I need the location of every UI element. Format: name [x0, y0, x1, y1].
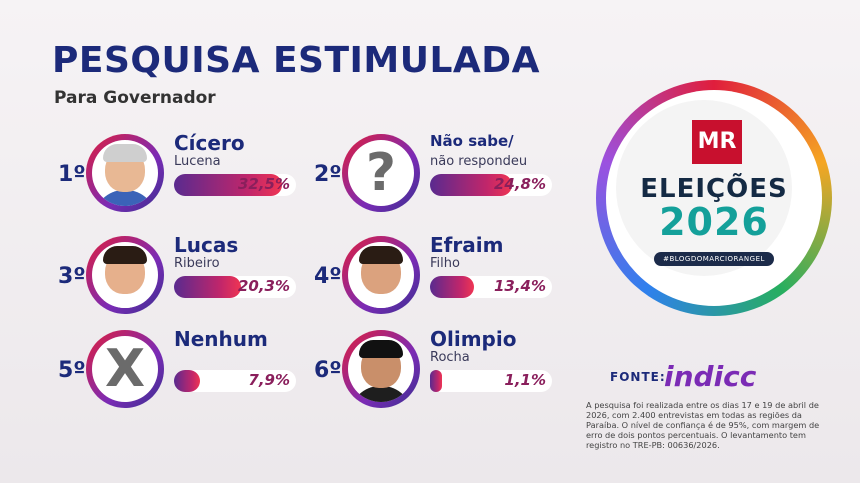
rank-label: 1º: [58, 162, 86, 187]
bar-track: 1,1%: [430, 370, 552, 392]
bar-track: 13,4%: [430, 276, 552, 298]
candidate-name: Nenhum: [174, 327, 268, 351]
source-brand-logo: indicc: [664, 360, 757, 393]
candidate-name: Olimpio: [430, 327, 517, 351]
percentage-label: 1,1%: [504, 371, 546, 389]
rank-label: 6º: [314, 358, 342, 383]
seal-hashtag: #BLOGDOMARCIORANGEL: [654, 252, 774, 266]
percentage-label: 24,8%: [493, 175, 546, 193]
candidate-avatar: [86, 236, 164, 314]
bar-fill: [174, 370, 201, 392]
candidate-surname: Filho: [430, 256, 460, 271]
rank-label: 3º: [58, 264, 86, 289]
candidate-card: 2º ? Não sabe/ não respondeu 24,8%: [314, 132, 604, 222]
bar-fill: [430, 370, 442, 392]
bar-fill: [174, 174, 282, 196]
bar-track: 7,9%: [174, 370, 296, 392]
source-label: FONTE:: [610, 370, 666, 384]
candidate-surname: Rocha: [430, 350, 470, 365]
bar-track: 24,8%: [430, 174, 552, 196]
bar-fill: [430, 174, 513, 196]
bar-track: 32,5%: [174, 174, 296, 196]
candidate-name: Lucas: [174, 233, 239, 257]
candidate-card: 1º Cícero Lucena 32,5%: [58, 132, 348, 222]
candidate-card: 6º Olimpio Rocha 1,1%: [314, 328, 604, 418]
bar-track: 20,3%: [174, 276, 296, 298]
candidate-surname: não respondeu: [430, 154, 528, 169]
bar-fill: [174, 276, 242, 298]
rank-label: 2º: [314, 162, 342, 187]
rank-label: 5º: [58, 358, 86, 383]
rank-label: 4º: [314, 264, 342, 289]
candidate-surname: Lucena: [174, 154, 221, 169]
page-subtitle: Para Governador: [54, 88, 216, 108]
candidate-card: 4º Efraim Filho 13,4%: [314, 234, 604, 324]
percentage-label: 7,9%: [248, 371, 290, 389]
candidate-surname: Ribeiro: [174, 256, 220, 271]
percentage-label: 20,3%: [237, 277, 290, 295]
seal-year: 2026: [659, 200, 769, 244]
eleicoes-2026-seal: MR ELEIÇÕES 2026 #BLOGDOMARCIORANGEL: [596, 80, 832, 316]
candidate-name: Cícero: [174, 131, 245, 155]
mr-logo: MR: [692, 120, 742, 164]
x-mark-icon: X: [104, 339, 146, 399]
question-mark-icon: ?: [365, 143, 397, 203]
percentage-label: 13,4%: [493, 277, 546, 295]
candidate-name: Não sabe/: [430, 132, 514, 150]
percentage-label: 32,5%: [237, 175, 290, 193]
bar-fill: [430, 276, 475, 298]
methodology-note: A pesquisa foi realizada entre os dias 1…: [586, 400, 820, 450]
page-title: PESQUISA ESTIMULADA: [52, 40, 541, 81]
candidate-card: 3º Lucas Ribeiro 20,3%: [58, 234, 348, 324]
candidate-avatar: [342, 330, 420, 408]
candidate-name: Efraim: [430, 233, 504, 257]
candidate-avatar: [342, 236, 420, 314]
candidate-card: 5º X Nenhum 7,9%: [58, 328, 348, 418]
seal-line1: ELEIÇÕES: [640, 174, 788, 204]
candidate-avatar: X: [86, 330, 164, 408]
candidate-avatar: ?: [342, 134, 420, 212]
candidate-avatar: [86, 134, 164, 212]
